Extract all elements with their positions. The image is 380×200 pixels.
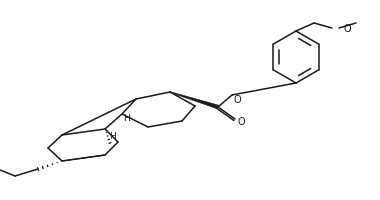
Text: O: O [233,95,241,104]
Text: O: O [344,24,352,34]
Text: H: H [109,132,116,141]
Text: O: O [237,116,245,126]
Text: H: H [124,114,130,123]
Polygon shape [62,155,105,161]
Polygon shape [170,92,218,109]
